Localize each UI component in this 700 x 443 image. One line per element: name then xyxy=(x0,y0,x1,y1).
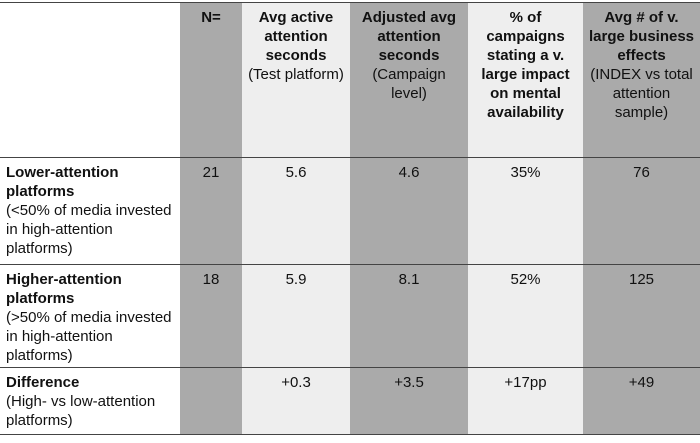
table-row: Higher-attention platforms (>50% of media… xyxy=(0,264,700,368)
corner-cell xyxy=(0,2,180,158)
value-cell: 4.6 xyxy=(350,157,468,265)
row-note: (<50% of media invested in high-attentio… xyxy=(6,202,172,257)
table-row: Difference (High- vs low-attention platfo… xyxy=(0,367,700,435)
row-label: Difference xyxy=(6,374,80,391)
value-cell: +3.5 xyxy=(350,367,468,435)
column-title: N= xyxy=(201,9,221,26)
column-title: % of campaigns stating a v. large impact… xyxy=(481,9,570,121)
column-note: (Test platform) xyxy=(248,66,344,83)
value-cell: 76 xyxy=(583,157,700,265)
value-cell: 18 xyxy=(180,264,242,368)
row-header: Higher-attention platforms (>50% of media… xyxy=(0,264,180,368)
column-header: % of campaigns stating a v. large impact… xyxy=(468,2,583,158)
column-note: (INDEX vs total attention sample) xyxy=(590,66,693,121)
value-cell: +17pp xyxy=(468,367,583,435)
row-label: Lower-attention platforms xyxy=(6,164,119,200)
row-label: Higher-attention platforms xyxy=(6,271,122,307)
value-cell: 125 xyxy=(583,264,700,368)
column-header: Avg # of v. large business effects (INDEX… xyxy=(583,2,700,158)
column-title: Avg active attention seconds xyxy=(258,9,334,64)
value-cell: 35% xyxy=(468,157,583,265)
empty-cell xyxy=(180,367,242,435)
value-cell: 52% xyxy=(468,264,583,368)
row-note: (High- vs low-attention platforms) xyxy=(6,393,156,429)
column-header: N= xyxy=(180,2,242,158)
row-header: Difference (High- vs low-attention platfo… xyxy=(0,367,180,435)
column-header: Adjusted avg attention seconds (Campaign … xyxy=(350,2,468,158)
value-cell: 5.6 xyxy=(242,157,350,265)
header-row: N= Avg active attention seconds (Test plat… xyxy=(0,2,700,158)
value-cell: 21 xyxy=(180,157,242,265)
column-title: Avg # of v. large business effects xyxy=(588,9,695,64)
column-note: (Campaign level) xyxy=(372,66,446,102)
value-cell: +49 xyxy=(583,367,700,435)
column-header: Avg active attention seconds (Test platfo… xyxy=(242,2,350,158)
row-header: Lower-attention platforms (<50% of media … xyxy=(0,157,180,265)
table-body: Lower-attention platforms (<50% of media … xyxy=(0,157,700,435)
column-title: Adjusted avg attention seconds xyxy=(361,9,457,64)
value-cell: +0.3 xyxy=(242,367,350,435)
data-table: N= Avg active attention seconds (Test plat… xyxy=(0,2,700,435)
value-cell: 5.9 xyxy=(242,264,350,368)
table-row: Lower-attention platforms (<50% of media … xyxy=(0,157,700,265)
value-cell: 8.1 xyxy=(350,264,468,368)
row-note: (>50% of media invested in high-attentio… xyxy=(6,309,172,364)
